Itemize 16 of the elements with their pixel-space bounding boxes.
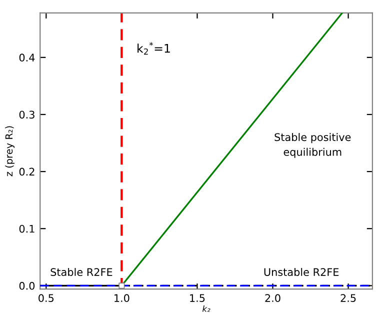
x-tick-label: 2.5 — [340, 294, 356, 302]
x-tick-label: 1.0 — [114, 294, 130, 302]
y-tick-label: 0.0 — [19, 282, 35, 290]
x-axis-title: k₂ — [202, 305, 210, 312]
annotation: k$_{2}$$^{*}$=1 — [138, 42, 170, 55]
y-tick-label: 0.2 — [19, 168, 34, 176]
x-tick-label: 0.5 — [38, 294, 54, 302]
y-tick-label: 0.1 — [19, 224, 34, 233]
series-label: Unstable R2FE — [264, 268, 339, 276]
x-tick-label: 2.0 — [265, 294, 280, 302]
y-tick-label: 0.4 — [19, 54, 35, 62]
y-axis-title: z (prey R₂) — [5, 126, 15, 176]
series-label: Stable R2FE — [50, 268, 112, 276]
y-tick-label: 0.3 — [19, 110, 34, 119]
x-tick-label: 1.5 — [190, 294, 205, 302]
annotation: Stable positive equilibrium — [274, 133, 351, 158]
